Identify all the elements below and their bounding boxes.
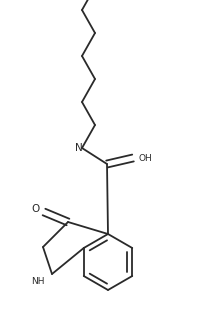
Text: O: O [32, 204, 40, 214]
Text: OH: OH [137, 153, 151, 162]
Text: N: N [75, 143, 82, 153]
Text: NH: NH [31, 278, 44, 287]
